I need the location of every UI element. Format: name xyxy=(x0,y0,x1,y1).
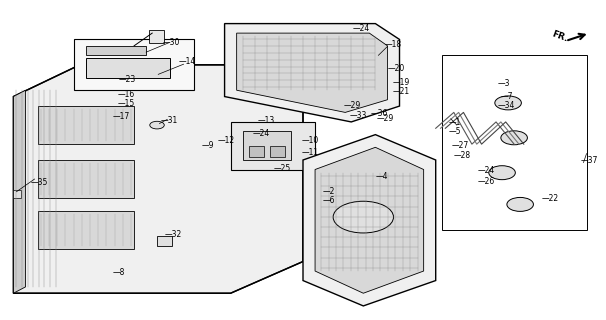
Bar xyxy=(86,59,170,77)
Text: —34: —34 xyxy=(498,101,514,110)
Text: —20: —20 xyxy=(387,63,405,73)
Text: —35: —35 xyxy=(30,178,48,187)
Text: —24: —24 xyxy=(252,129,270,138)
Text: —31: —31 xyxy=(161,116,178,125)
Text: —15: —15 xyxy=(117,99,135,108)
Circle shape xyxy=(150,121,164,129)
Text: —26: —26 xyxy=(478,177,495,186)
Text: —12: —12 xyxy=(218,136,235,145)
Bar xyxy=(38,160,134,198)
Circle shape xyxy=(489,166,515,180)
Polygon shape xyxy=(231,122,315,170)
Bar xyxy=(86,46,146,55)
Text: —36: —36 xyxy=(370,108,388,117)
Text: —30: —30 xyxy=(163,38,181,47)
Bar xyxy=(248,146,264,157)
Text: —25: —25 xyxy=(274,164,291,173)
Polygon shape xyxy=(74,39,195,90)
Polygon shape xyxy=(303,135,436,306)
Bar xyxy=(442,55,587,230)
Polygon shape xyxy=(13,90,25,293)
Bar xyxy=(149,30,164,43)
Text: —28: —28 xyxy=(454,151,471,160)
Text: —4: —4 xyxy=(376,172,388,181)
Bar xyxy=(13,190,21,198)
Text: —6: —6 xyxy=(322,196,335,205)
Text: —24: —24 xyxy=(353,24,370,33)
Text: —29: —29 xyxy=(376,114,394,123)
Text: —24: —24 xyxy=(478,166,495,175)
Polygon shape xyxy=(237,33,387,112)
Text: —37: —37 xyxy=(581,156,598,165)
Text: —19: —19 xyxy=(392,78,410,87)
Text: —29: —29 xyxy=(344,101,361,110)
Text: —32: —32 xyxy=(164,230,182,239)
Circle shape xyxy=(333,201,393,233)
Polygon shape xyxy=(13,65,303,293)
Text: —5: —5 xyxy=(449,127,462,136)
Text: —23: —23 xyxy=(119,75,136,84)
Circle shape xyxy=(501,131,527,145)
Text: —18: —18 xyxy=(384,40,402,49)
Circle shape xyxy=(507,197,533,212)
Text: —21: —21 xyxy=(392,87,410,96)
Text: —2: —2 xyxy=(322,187,335,196)
Text: —33: —33 xyxy=(350,111,367,120)
Bar xyxy=(242,132,291,160)
Bar xyxy=(270,146,285,157)
Text: —27: —27 xyxy=(451,141,468,150)
Text: —1: —1 xyxy=(449,118,461,127)
Text: —11: —11 xyxy=(302,148,319,156)
Text: —17: —17 xyxy=(113,112,130,121)
Text: —10: —10 xyxy=(302,136,319,146)
Bar xyxy=(38,211,134,249)
Text: —9: —9 xyxy=(202,141,214,150)
Text: —13: —13 xyxy=(257,116,275,125)
Text: —16: —16 xyxy=(117,91,135,100)
Circle shape xyxy=(495,96,521,110)
Bar xyxy=(157,236,172,246)
Text: —7: —7 xyxy=(501,92,513,101)
Polygon shape xyxy=(225,24,399,122)
Text: —3: —3 xyxy=(498,79,510,88)
Text: —22: —22 xyxy=(541,194,558,203)
Text: —8: —8 xyxy=(113,268,125,277)
Bar xyxy=(38,106,134,144)
Text: FR.: FR. xyxy=(550,30,569,44)
Text: —14: —14 xyxy=(178,57,195,66)
Polygon shape xyxy=(315,147,424,293)
